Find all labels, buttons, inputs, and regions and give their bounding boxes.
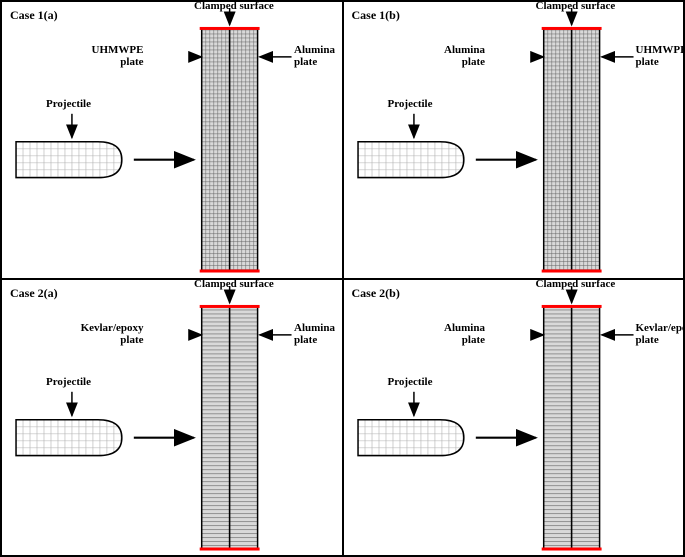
projectile-shape	[358, 419, 464, 455]
bottom-clamp	[541, 547, 601, 550]
diagram-svg	[2, 280, 342, 556]
top-label: Clamped surface	[536, 279, 616, 290]
projectile-label: Projectile	[388, 98, 433, 110]
projectile-shape	[16, 419, 122, 455]
projectile-label: Projectile	[388, 376, 433, 388]
top-clamp	[541, 304, 601, 307]
bottom-clamp	[541, 270, 601, 273]
right-plate-label: Alumina plate	[294, 44, 335, 68]
right-plate	[230, 305, 258, 549]
left-plate	[202, 305, 230, 549]
projectile-label: Projectile	[46, 376, 91, 388]
diagram-svg	[2, 2, 342, 278]
diagram-svg	[344, 280, 684, 556]
panel-case-1b: Case 1(b)	[343, 1, 685, 279]
left-plate	[543, 305, 571, 549]
projectile-shape	[16, 142, 122, 178]
panel-case-1a: Case 1(a)	[1, 1, 343, 279]
bottom-clamp	[200, 270, 260, 273]
left-plate-label: Alumina plate	[444, 44, 485, 68]
bottom-clamp	[200, 547, 260, 550]
right-plate-label: Kevlar/epoxy plate	[636, 322, 685, 346]
top-label: Clamped surface	[194, 279, 274, 290]
top-label: Clamped surface	[536, 1, 616, 12]
top-clamp	[200, 27, 260, 30]
right-plate-label: UHMWPE plate	[636, 44, 685, 68]
projectile-label: Projectile	[46, 98, 91, 110]
left-plate	[543, 28, 571, 272]
left-plate-label: UHMWPE plate	[92, 44, 144, 68]
left-plate-label: Kevlar/epoxy plate	[81, 322, 144, 346]
top-clamp	[541, 27, 601, 30]
panel-case-2b: Case 2(b)	[343, 279, 685, 557]
right-plate	[230, 28, 258, 272]
top-clamp	[200, 304, 260, 307]
diagram-svg	[344, 2, 684, 278]
right-plate	[571, 305, 599, 549]
panel-case-2a: Case 2(a)	[1, 279, 343, 557]
left-plate	[202, 28, 230, 272]
right-plate	[571, 28, 599, 272]
figure-grid: Case 1(a)	[0, 0, 685, 557]
left-plate-label: Alumina plate	[444, 322, 485, 346]
right-plate-label: Alumina plate	[294, 322, 335, 346]
projectile-shape	[358, 142, 464, 178]
top-label: Clamped surface	[194, 1, 274, 12]
